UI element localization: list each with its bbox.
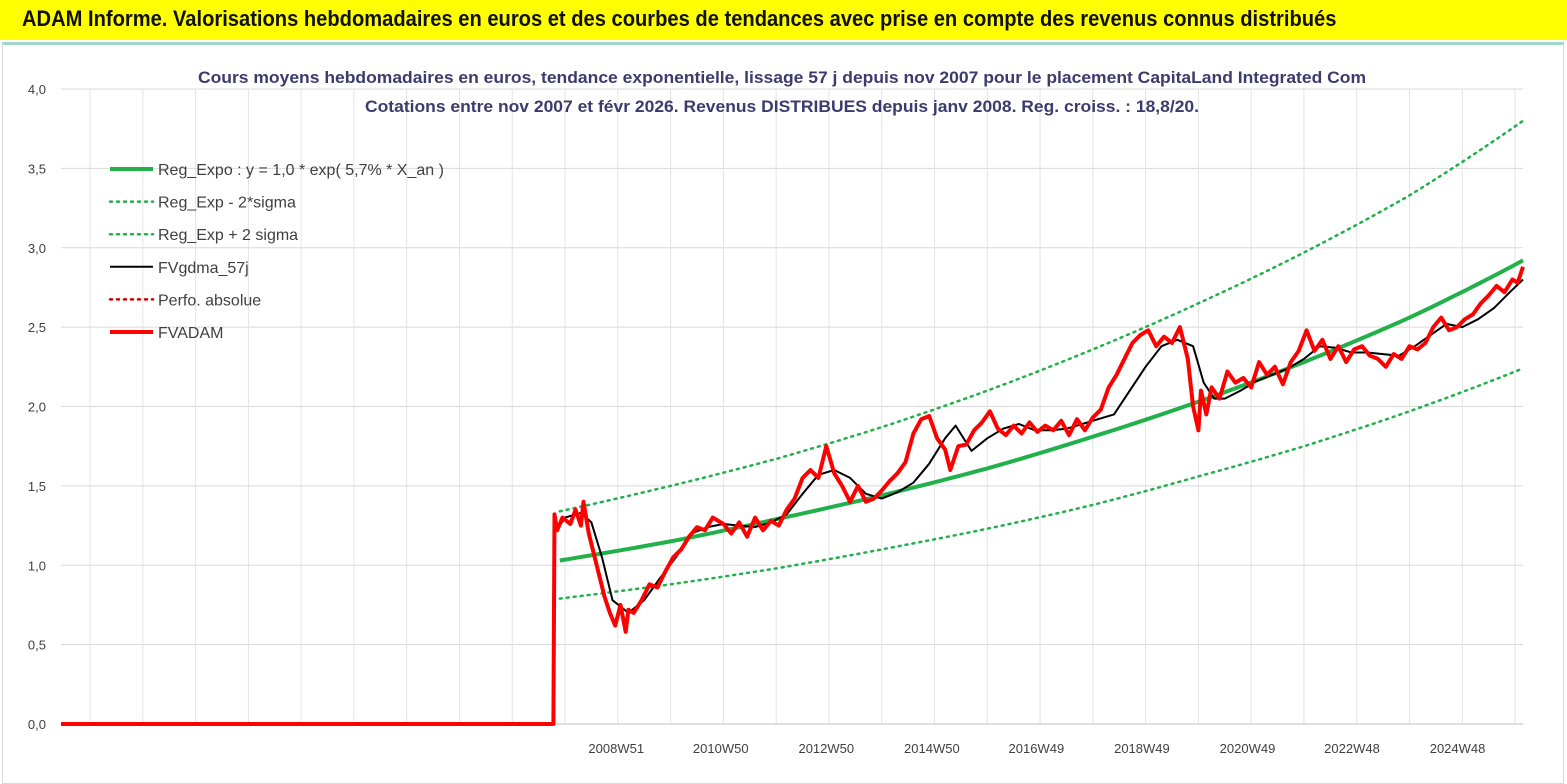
x-tick-label: 2008W51 <box>588 741 644 756</box>
chart-svg: Cours moyens hebdomadaires en euros, ten… <box>28 68 1525 756</box>
x-tick-label: 2022W48 <box>1324 741 1380 756</box>
chart-title-line-2: Cotations entre nov 2007 et févr 2026. R… <box>365 97 1199 116</box>
legend-label: Reg_Exp - 2*sigma <box>158 195 296 212</box>
x-tick-label: 2020W49 <box>1220 741 1276 756</box>
y-tick-label: 1,0 <box>28 558 46 573</box>
y-tick-label: 2,0 <box>28 400 46 415</box>
y-tick-label: 3,0 <box>28 241 46 256</box>
series-line-1 <box>558 367 1525 600</box>
legend-label: FVgdma_57j <box>158 260 249 277</box>
x-axis-tick-labels: 2008W51 2010W50 2012W50 2014W50 2016W49 2018W… <box>588 741 1485 756</box>
legend-label: FVADAM <box>158 325 223 342</box>
x-tick-label: 2018W49 <box>1114 741 1170 756</box>
x-tick-label: 2016W49 <box>1009 741 1065 756</box>
y-tick-label: 0,5 <box>28 638 46 653</box>
legend-label: Reg_Exp + 2 sigma <box>158 227 298 244</box>
legend-label: Perfo. absolue <box>158 292 261 309</box>
series-line-0 <box>559 258 1524 563</box>
title-banner: ADAM Informe. Valorisations hebdomadaire… <box>0 0 1567 40</box>
y-tick-label: 1,5 <box>28 479 46 494</box>
y-tick-label: 0,0 <box>28 717 46 732</box>
legend: Reg_Expo : y = 1,0 * exp( 5,7% * X_an ) R… <box>108 162 444 342</box>
y-tick-label: 3,5 <box>28 161 46 176</box>
y-axis-tick-labels: 0,0 0,5 1,0 1,5 2,0 2,5 3,0 3,5 4,0 <box>28 82 46 732</box>
grid-lines <box>61 88 1523 725</box>
series-lines <box>61 119 1525 726</box>
y-tick-label: 2,5 <box>28 320 46 335</box>
x-tick-label: 2010W50 <box>693 741 749 756</box>
x-tick-label: 2014W50 <box>904 741 960 756</box>
chart-title-line-1: Cours moyens hebdomadaires en euros, ten… <box>198 68 1366 87</box>
y-tick-label: 4,0 <box>28 82 46 97</box>
x-tick-label: 2012W50 <box>798 741 854 756</box>
legend-label: Reg_Expo : y = 1,0 * exp( 5,7% * X_an ) <box>158 162 444 179</box>
series-line-5 <box>61 266 1525 726</box>
x-tick-label: 2024W48 <box>1430 741 1486 756</box>
series-line-2 <box>558 119 1525 513</box>
banner-title: ADAM Informe. Valorisations hebdomadaire… <box>22 6 1337 31</box>
chart-area: Cours moyens hebdomadaires en euros, ten… <box>2 42 1564 784</box>
